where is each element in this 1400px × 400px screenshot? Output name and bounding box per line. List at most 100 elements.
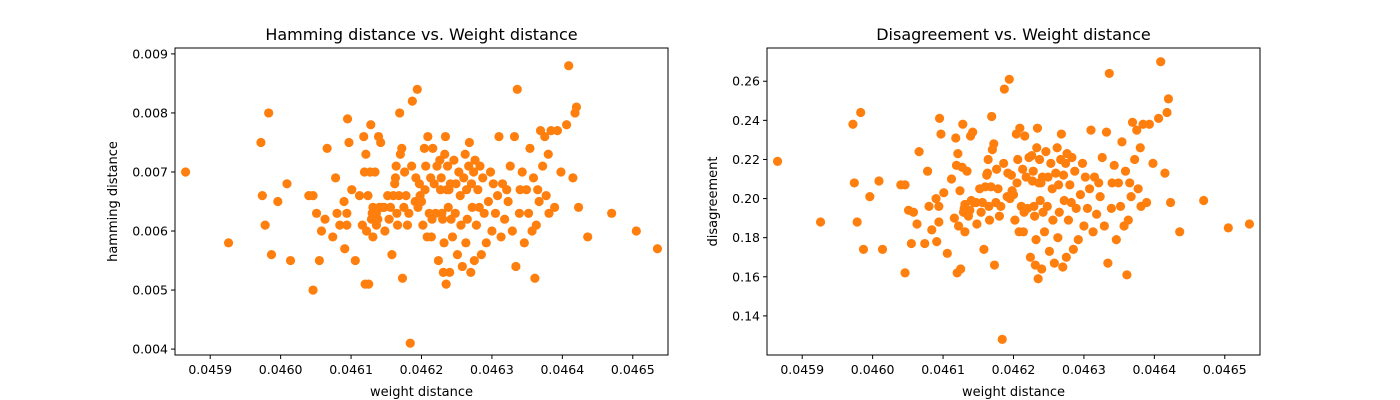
hamming-point (443, 202, 453, 212)
hamming-point (467, 202, 477, 212)
disagreement-point (1032, 143, 1042, 153)
disagreement-point (1059, 195, 1069, 206)
disagreement-point (848, 119, 858, 129)
disagreement-point (1025, 252, 1035, 262)
hamming-point (342, 114, 353, 124)
disagreement-x-tick-label: 0.0465 (1203, 362, 1247, 377)
disagreement-points (772, 57, 1255, 344)
hamming-point (494, 131, 504, 142)
disagreement-point (1063, 215, 1074, 225)
disagreement-point (953, 221, 964, 231)
hamming-x-tick-label: 0.0462 (400, 362, 444, 377)
hamming-y-axis-ticks: 0.004 0.005 0.006 0.007 0.008 0.009 (132, 46, 175, 357)
disagreement-point (1117, 137, 1127, 147)
disagreement-point (1028, 166, 1038, 176)
disagreement-point (1034, 154, 1045, 165)
disagreement-point (1175, 227, 1185, 237)
hamming-point (439, 238, 449, 248)
hamming-point (366, 120, 376, 130)
hamming-point (438, 214, 448, 224)
hamming-point (462, 214, 472, 224)
hamming-point (561, 120, 572, 130)
disagreement-y-tick-label: 0.22 (732, 152, 760, 167)
hamming-point (525, 143, 535, 153)
hamming-point (552, 126, 563, 136)
hamming-point (335, 220, 345, 230)
disagreement-point (1122, 270, 1132, 280)
hamming-point (416, 196, 427, 207)
disagreement-point (1113, 178, 1124, 188)
disagreement-point (874, 176, 884, 186)
disagreement-point (1160, 168, 1170, 178)
disagreement-point (1126, 192, 1136, 202)
hamming-point (496, 232, 506, 242)
hamming-point (384, 214, 394, 224)
disagreement-point (1138, 119, 1148, 129)
disagreement-point (856, 107, 866, 118)
hamming-point (332, 208, 342, 218)
disagreement-point (958, 119, 968, 129)
disagreement-point (1156, 57, 1166, 67)
hamming-point (456, 220, 466, 230)
hamming-point (354, 191, 365, 201)
hamming-point (631, 226, 641, 236)
hamming-point (285, 255, 296, 266)
hamming-point (571, 102, 582, 112)
disagreement-point (979, 244, 989, 255)
hamming-x-tick-label: 0.0464 (540, 362, 584, 377)
hamming-point (350, 255, 360, 266)
hamming-point (342, 208, 352, 218)
disagreement-point (1092, 209, 1102, 219)
hamming-point (390, 173, 401, 183)
disagreement-point (1033, 274, 1043, 284)
disagreement-point (852, 217, 862, 227)
disagreement-point (1133, 184, 1143, 194)
hamming-point (505, 161, 515, 171)
disagreement-point (1049, 258, 1059, 268)
disagreement-point (1052, 143, 1062, 153)
disagreement-point (1073, 235, 1083, 245)
hamming-point (466, 179, 477, 189)
disagreement-point (1130, 154, 1140, 165)
disagreement-point (1053, 233, 1063, 243)
disagreement-point (955, 186, 965, 196)
hamming-point (223, 238, 234, 248)
disagreement-point (1037, 264, 1047, 274)
disagreement-point (999, 84, 1009, 94)
hamming-y-tick-label: 0.009 (132, 46, 168, 61)
disagreement-y-tick-label: 0.16 (732, 269, 760, 284)
disagreement-point (1104, 68, 1114, 79)
hamming-point (517, 167, 527, 177)
disagreement-point (1006, 170, 1016, 180)
hamming-point (440, 149, 450, 159)
hamming-scatter-plot: Hamming distance vs. Weight distance 0.0… (106, 25, 669, 400)
hamming-point (376, 137, 386, 148)
hamming-point (340, 244, 350, 254)
hamming-point (426, 232, 436, 242)
hamming-point (471, 220, 482, 230)
hamming-x-tick-label: 0.0463 (470, 362, 514, 377)
hamming-point (550, 202, 560, 212)
disagreement-point (1115, 201, 1126, 211)
disagreement-point (920, 238, 930, 249)
disagreement-y-tick-label: 0.20 (732, 191, 760, 206)
hamming-point (391, 161, 401, 171)
disagreement-point (1065, 180, 1075, 190)
hamming-point (512, 84, 522, 94)
hamming-point (180, 167, 191, 177)
disagreement-point (1053, 180, 1064, 190)
disagreement-point (1056, 129, 1066, 139)
hamming-x-axis-ticks: 0.0459 0.0460 0.0461 0.0462 0.0463 0.0464 0.04… (188, 355, 655, 377)
disagreement-point (1080, 172, 1090, 182)
disagreement-y-tick-label: 0.14 (732, 308, 760, 323)
disagreement-point (1018, 164, 1028, 174)
hamming-point (540, 131, 550, 142)
hamming-point (457, 261, 467, 272)
hamming-y-tick-label: 0.004 (132, 342, 168, 357)
hamming-point (488, 179, 498, 189)
hamming-point (363, 191, 373, 201)
hamming-point (451, 179, 461, 189)
hamming-point (260, 220, 270, 230)
disagreement-point (971, 197, 981, 208)
disagreement-point (1223, 223, 1233, 233)
